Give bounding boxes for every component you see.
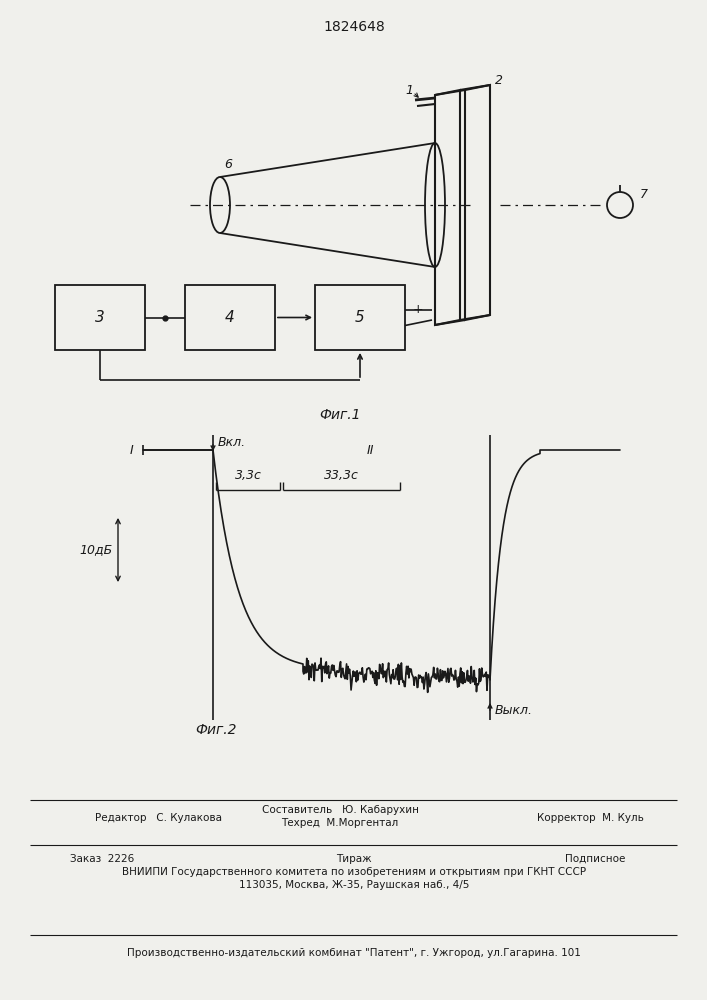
Text: 3: 3: [95, 310, 105, 325]
Bar: [55, 285, 145, 350]
Text: 1: 1: [405, 84, 413, 97]
Text: 7: 7: [640, 188, 648, 202]
Text: Составитель   Ю. Кабарухин: Составитель Ю. Кабарухин: [262, 805, 419, 815]
Text: 4: 4: [225, 310, 235, 325]
Text: Фиг.2: Фиг.2: [195, 723, 237, 737]
Text: 1824648: 1824648: [323, 20, 385, 34]
Text: Выкл.: Выкл.: [495, 704, 533, 716]
Text: Редактор   С. Кулакова: Редактор С. Кулакова: [95, 813, 222, 823]
Text: 5: 5: [355, 310, 365, 325]
Text: Подписное: Подписное: [565, 854, 626, 864]
Text: 113035, Москва, Ж-35, Раушская наб., 4/5: 113035, Москва, Ж-35, Раушская наб., 4/5: [239, 880, 469, 890]
Text: 3,3с: 3,3с: [235, 470, 262, 483]
Bar: [315, 285, 405, 350]
Text: 33,3с: 33,3с: [324, 470, 359, 483]
Text: ВНИИПИ Государственного комитета по изобретениям и открытиям при ГКНТ СССР: ВНИИПИ Государственного комитета по изоб…: [122, 867, 586, 877]
Text: +: +: [412, 303, 423, 316]
Text: II: II: [366, 444, 374, 456]
Text: I: I: [129, 444, 133, 456]
Text: 10дБ: 10дБ: [80, 544, 113, 556]
Text: Вкл.: Вкл.: [218, 436, 246, 450]
Bar: [185, 285, 275, 350]
Text: Корректор  М. Куль: Корректор М. Куль: [537, 813, 643, 823]
Text: 2: 2: [495, 74, 503, 87]
Text: Заказ  2226: Заказ 2226: [70, 854, 134, 864]
Text: Техред  М.Моргентал: Техред М.Моргентал: [281, 818, 399, 828]
Text: Производственно-издательский комбинат "Патент", г. Ужгород, ул.Гагарина. 101: Производственно-издательский комбинат "П…: [127, 948, 581, 958]
Text: Фиг.1: Фиг.1: [320, 408, 361, 422]
Text: Тираж: Тираж: [337, 854, 372, 864]
Text: 6: 6: [224, 158, 232, 172]
